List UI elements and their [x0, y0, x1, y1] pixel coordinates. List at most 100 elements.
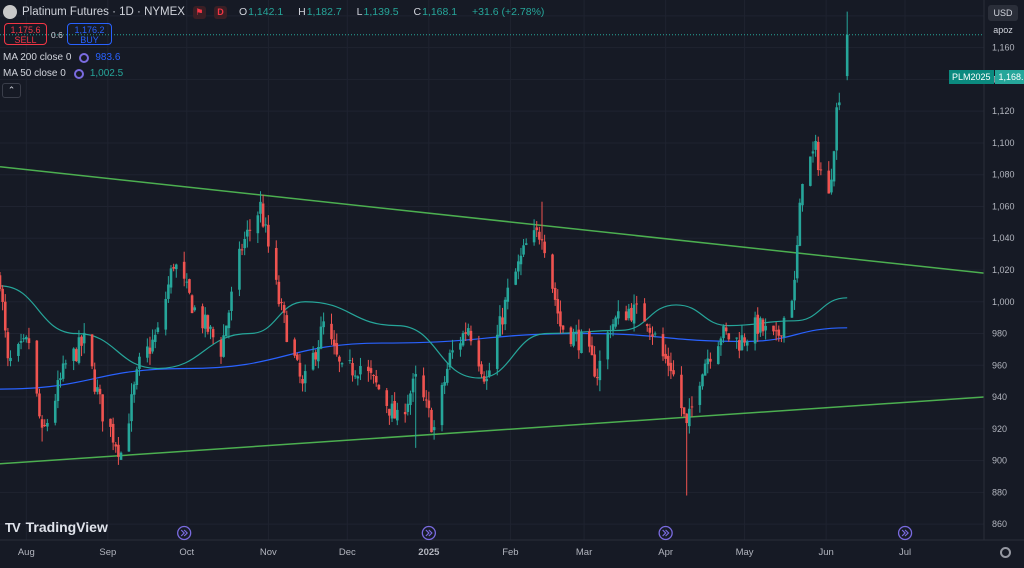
collapse-legend-button[interactable]: ⌃	[2, 83, 21, 98]
event-marker-icon[interactable]	[897, 525, 913, 541]
settings-icon[interactable]	[73, 68, 84, 79]
candle-body	[698, 385, 702, 405]
price-axis[interactable]: 860 880 900 920 940 960 980 1,000 1,020 1,040 1,06…	[983, 0, 1024, 568]
tradingview-logo[interactable]: TV TradingView	[5, 519, 108, 535]
candle-body	[359, 366, 362, 375]
indicator-ma200[interactable]: MA 200 close 0 983.6	[3, 52, 120, 63]
brand-name: TradingView	[25, 519, 108, 535]
ma50-label: MA 50 close 0	[3, 68, 66, 79]
x-tick-label: Dec	[339, 547, 356, 558]
last-price: 1,168.1	[994, 70, 1024, 84]
time-axis[interactable]: Aug Sep Oct Nov Dec 2025 Feb Mar Apr May Jun Jul	[0, 539, 1024, 558]
chart-header: Platinum Futures · 1D · NYMEX ⚑ D O1,142…	[0, 0, 550, 24]
candle-body	[832, 151, 836, 182]
flag-icon[interactable]: ⚑	[192, 5, 206, 19]
candle-body	[524, 243, 528, 245]
candle-body	[182, 261, 186, 279]
candle-body	[156, 327, 160, 333]
event-marker-icon[interactable]	[421, 525, 437, 541]
candle-body	[498, 316, 502, 337]
candle-body	[53, 400, 57, 423]
candle-body	[440, 384, 444, 426]
event-markers[interactable]	[177, 525, 913, 541]
candle-body	[0, 275, 2, 290]
candle-body	[153, 334, 157, 342]
ma50-line	[0, 285, 848, 379]
y-tick-label: 900	[992, 456, 1007, 466]
candle-body	[201, 306, 204, 329]
chart-settings-icon[interactable]	[1000, 547, 1011, 558]
event-marker-ring	[421, 525, 437, 541]
candle-body	[448, 352, 452, 368]
candle-body	[703, 363, 707, 376]
candle-body	[135, 369, 139, 386]
buy-button[interactable]: 1,176.2 BUY	[67, 23, 112, 45]
candle-body	[369, 368, 373, 373]
candle-body	[830, 179, 833, 193]
candle-body	[780, 335, 783, 337]
ma200-label: MA 200 close 0	[3, 52, 72, 63]
sell-button[interactable]: 1,175.6 SELL	[4, 23, 47, 45]
candle-body	[469, 330, 473, 342]
y-tick-label: 1,020	[992, 265, 1015, 275]
candle-body	[132, 384, 136, 395]
chart-grid	[0, 0, 984, 540]
candle-body	[774, 330, 778, 332]
candle-body	[535, 227, 539, 231]
buy-price: 1,176.2	[74, 25, 105, 35]
candle-body	[682, 407, 686, 414]
candle-body	[80, 336, 83, 346]
candle-body	[9, 357, 12, 362]
candle-body	[82, 332, 86, 344]
candle-body	[553, 287, 557, 300]
candle-body	[222, 335, 225, 357]
candle-body	[735, 337, 738, 339]
candle-body	[727, 333, 731, 340]
candle-body	[819, 169, 823, 171]
candle-body	[577, 329, 581, 351]
candle-body	[240, 249, 244, 251]
candle-body	[414, 374, 418, 377]
candle-body	[816, 141, 820, 171]
candle-body	[593, 354, 596, 377]
scale-mode-label[interactable]: apoz	[993, 25, 1013, 35]
symbol-logo-icon	[3, 5, 17, 19]
candle-body	[130, 394, 133, 422]
candle-body	[627, 308, 631, 319]
candle-body	[743, 337, 746, 343]
candle-body	[193, 307, 196, 311]
candle-body	[588, 331, 591, 347]
candle-body	[738, 340, 741, 351]
candle-body	[1, 288, 4, 302]
x-tick-label: Jun	[818, 547, 833, 558]
data-button[interactable]: D	[213, 5, 227, 19]
candle-body	[485, 378, 489, 382]
candle-body	[709, 358, 712, 362]
candle-body	[38, 393, 41, 417]
candle-body	[188, 279, 191, 293]
settings-icon[interactable]	[79, 52, 90, 63]
event-marker-icon[interactable]	[177, 525, 192, 541]
candle-body	[722, 326, 725, 339]
candle-body	[311, 352, 315, 370]
event-marker-icon[interactable]	[658, 525, 673, 541]
candle-body	[672, 370, 675, 375]
x-tick-label: May	[736, 547, 754, 558]
candle-body	[274, 247, 278, 280]
candle-body	[837, 102, 841, 106]
candle-body	[238, 248, 241, 290]
indicator-ma50[interactable]: MA 50 close 0 1,002.5	[3, 68, 123, 79]
symbol-title[interactable]: Platinum Futures · 1D · NYMEX	[22, 6, 185, 18]
candle-body	[96, 387, 99, 392]
candle-body	[685, 413, 688, 424]
candle-body	[314, 352, 318, 360]
candle-body	[569, 327, 573, 345]
candle-body	[296, 354, 299, 360]
trendline	[0, 166, 985, 274]
candle-body	[224, 325, 228, 337]
candle-body	[556, 299, 560, 314]
candle-body	[761, 319, 765, 332]
candle-body	[793, 279, 796, 301]
currency-button[interactable]: USD	[988, 5, 1018, 21]
